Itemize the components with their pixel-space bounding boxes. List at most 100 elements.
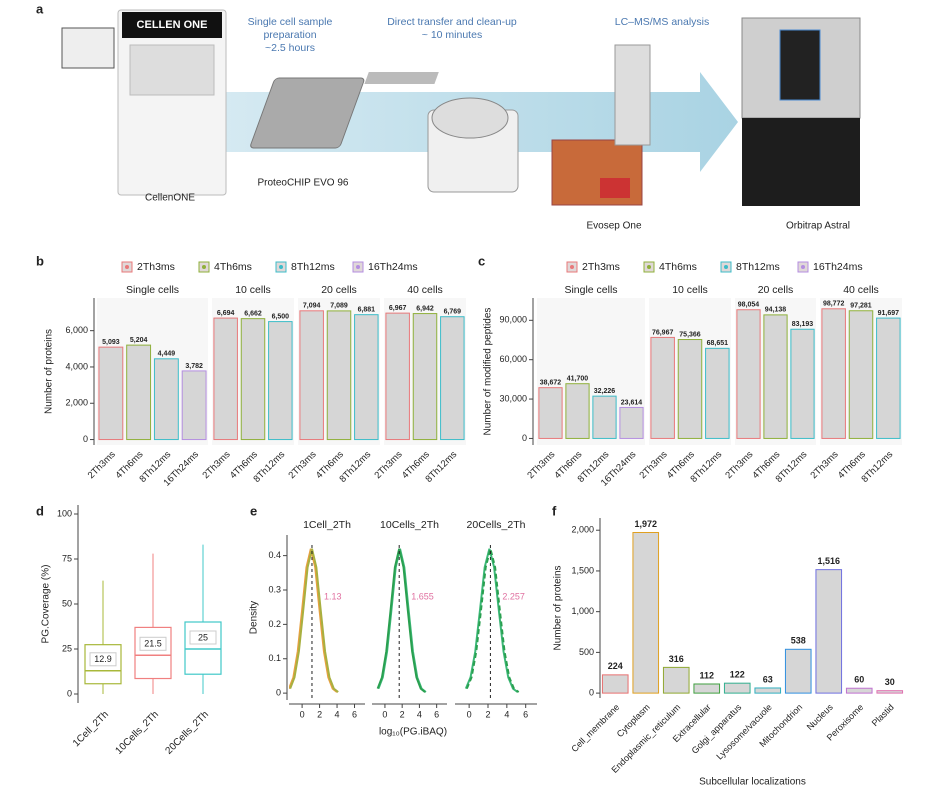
legend-dot [279, 265, 283, 269]
x-tick-label: Plastid [870, 702, 896, 728]
y-tick-label: 6,000 [65, 325, 88, 335]
bar [815, 569, 843, 694]
panel-label: a [36, 1, 44, 16]
box [184, 621, 222, 675]
value-label: 83,193 [792, 321, 814, 328]
value-label: 122 [730, 670, 745, 680]
legend-label: 2Th3ms [137, 261, 175, 273]
panel-label: f [552, 503, 557, 518]
value-label: 98,772 [823, 301, 845, 308]
value-label: 1,972 [634, 519, 657, 529]
bar [213, 317, 238, 441]
bar [592, 395, 617, 439]
median-annotation: 2.257 [502, 591, 525, 601]
legend-dot [356, 265, 360, 269]
density-line [289, 548, 338, 693]
value-label: 38,672 [540, 380, 562, 387]
value-label: 6,967 [389, 305, 407, 312]
step-text: ~ 10 minutes [422, 29, 482, 41]
x-tick-label: 0 [300, 709, 305, 719]
value-label: 41,700 [567, 376, 589, 383]
facet-title: 20 cells [321, 284, 357, 296]
step-text: LC–MS/MS analysis [615, 16, 710, 28]
y-tick-label: 50 [62, 598, 72, 608]
legend-label: 16Th24ms [813, 261, 863, 273]
monitor [61, 27, 115, 69]
bar [153, 358, 179, 441]
legend-dot [801, 265, 805, 269]
y-tick-label: 25 [62, 643, 72, 653]
facet-title: 40 cells [843, 284, 879, 296]
centrifuge-lid [431, 97, 509, 139]
step-text: Single cell sample [248, 16, 333, 28]
x-tick-label: 20Cells_2Th [164, 709, 211, 756]
value-label: 97,281 [850, 303, 872, 310]
x-tick-label: 4 [335, 709, 340, 719]
x-tick-label: 6 [434, 709, 439, 719]
y-tick-label: 0 [589, 687, 594, 697]
bar [268, 321, 293, 441]
bar [784, 648, 812, 694]
facet-title: 20 cells [758, 284, 794, 296]
legend-label: 8Th12ms [736, 261, 780, 273]
x-tick-label: 2 [485, 709, 490, 719]
value-label: 538 [791, 636, 806, 646]
bar [440, 316, 465, 441]
step-text: preparation [263, 29, 316, 41]
value-label: 7,089 [330, 303, 348, 310]
median-annotation: 1.655 [411, 591, 434, 601]
panel-label: c [478, 253, 485, 268]
machine-label: CELLEN ONE [137, 19, 208, 31]
bar [601, 674, 629, 694]
x-tick-label: 6 [523, 709, 528, 719]
facet-title: 40 cells [407, 284, 443, 296]
value-label: 1,516 [817, 556, 840, 566]
bar [240, 318, 266, 441]
device-label: Orbitrap Astral [786, 221, 850, 232]
bar [876, 690, 904, 694]
value-label: 6,500 [272, 313, 290, 320]
x-tick-label: 2Th3ms [525, 449, 557, 481]
value-label: 32,226 [594, 388, 616, 395]
device-label: ProteoCHIP EVO 96 [258, 178, 349, 189]
density-line [377, 548, 427, 693]
legend-label: 4Th6ms [214, 261, 252, 273]
value-label: 6,662 [244, 310, 262, 317]
plate [364, 72, 439, 84]
bar [723, 682, 751, 694]
x-tick-label: 2Th3ms [201, 449, 233, 481]
value-label: 75,366 [679, 331, 701, 338]
bar [736, 309, 761, 439]
value-label: 5,093 [102, 339, 120, 346]
value-label: 6,769 [444, 309, 462, 316]
bar [632, 531, 660, 694]
value-label: 5,204 [130, 337, 148, 344]
value-label: 6,881 [358, 307, 376, 314]
y-tick-label: 0 [522, 433, 527, 443]
facet-title: Single cells [564, 284, 617, 296]
y-tick-label: 0.2 [268, 619, 281, 629]
x-tick-label: 2Th3ms [638, 449, 670, 481]
x-tick-label: 1Cell_2Th [71, 709, 111, 749]
x-tick-label: 2Th3ms [86, 449, 118, 481]
y-tick-label: 0.1 [268, 653, 281, 663]
facet-title: 1Cell_2Th [303, 519, 351, 531]
y-tick-label: 0.3 [268, 584, 281, 594]
density-line [465, 548, 520, 693]
machine-window [129, 44, 215, 96]
device-label: Evosep One [586, 221, 641, 232]
facet-title: 10 cells [672, 284, 708, 296]
value-label: 91,697 [878, 310, 900, 317]
bar [848, 310, 874, 439]
y-tick-label: 0.4 [268, 550, 281, 560]
legend-dot [570, 265, 574, 269]
x-tick-label: 0 [382, 709, 387, 719]
median-label-box [189, 630, 217, 645]
value-label: 224 [608, 661, 623, 671]
x-tick-label: 2 [317, 709, 322, 719]
workflow-art [61, 9, 861, 206]
bar [662, 666, 690, 694]
value-label: 60 [854, 675, 864, 685]
y-axis-title: Density [249, 601, 260, 634]
value-label: 63 [763, 674, 773, 684]
